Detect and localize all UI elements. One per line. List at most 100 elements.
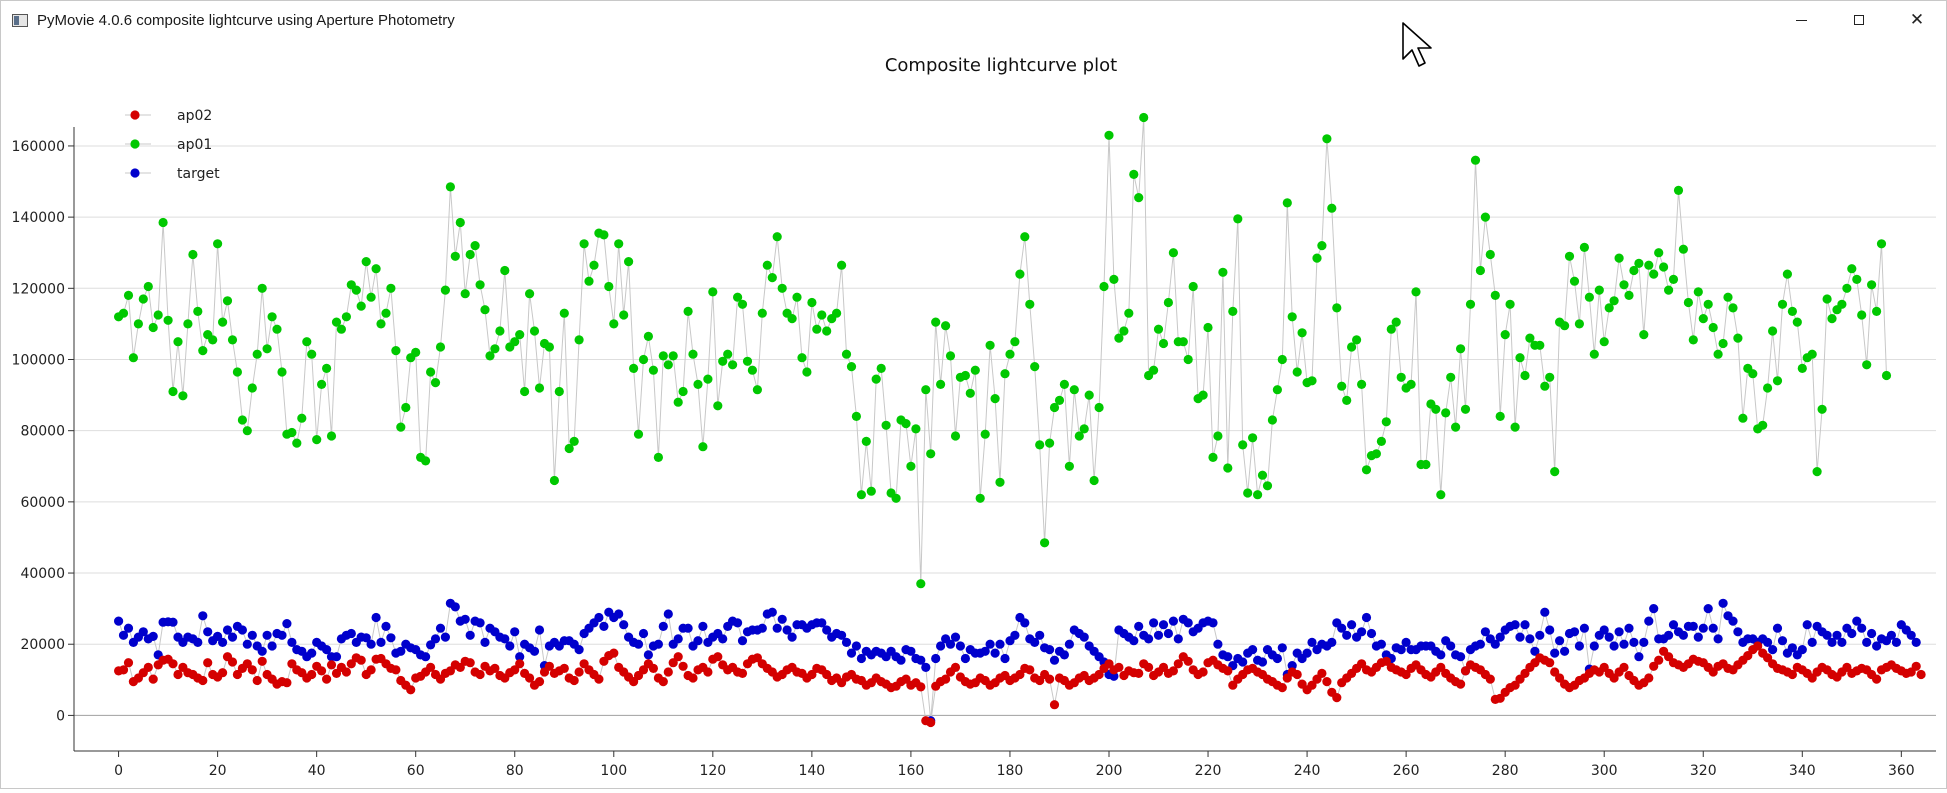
plot-area[interactable]: Composite lightcurve plot 0 20000 40000 600… xyxy=(1,39,1946,789)
data-point-ap01 xyxy=(1119,326,1129,336)
data-point-ap02 xyxy=(534,677,545,687)
data-point-ap02 xyxy=(1223,666,1233,676)
data-point-ap01 xyxy=(1317,241,1327,251)
data-point-ap01 xyxy=(1040,538,1050,548)
data-point-ap01 xyxy=(1579,242,1589,252)
data-point-ap02 xyxy=(1485,674,1495,684)
data-point-ap01 xyxy=(1822,294,1832,304)
data-point-target xyxy=(1545,625,1555,635)
connector-line xyxy=(118,117,1922,724)
data-point-ap01 xyxy=(1005,349,1015,359)
title-bar[interactable]: PyMovie 4.0.6 composite lightcurve using… xyxy=(1,1,1946,39)
data-point-target xyxy=(227,632,238,642)
data-point-ap01 xyxy=(871,374,881,384)
data-point-target xyxy=(1847,628,1857,639)
data-point-target xyxy=(1867,628,1877,639)
data-point-ap01 xyxy=(911,424,921,434)
data-point-ap01 xyxy=(460,289,470,299)
data-point-ap01 xyxy=(525,289,535,299)
data-point-ap01 xyxy=(1282,198,1292,208)
data-point-target xyxy=(1079,632,1089,642)
data-point-target xyxy=(193,637,203,648)
data-point-target xyxy=(1287,661,1297,671)
data-point-ap01 xyxy=(1629,265,1639,276)
data-point-ap01 xyxy=(1153,324,1164,334)
data-point-target xyxy=(1213,639,1223,649)
data-point-target xyxy=(594,612,604,623)
data-point-ap01 xyxy=(1654,248,1664,258)
data-point-ap01 xyxy=(693,379,703,389)
data-point-ap01 xyxy=(1277,354,1287,365)
data-point-ap01 xyxy=(490,344,500,354)
data-point-ap01 xyxy=(1599,337,1609,347)
data-point-ap01 xyxy=(213,239,223,249)
data-point-target xyxy=(376,637,386,648)
data-point-target xyxy=(529,646,540,656)
data-point-ap02 xyxy=(168,659,178,669)
data-point-ap01 xyxy=(1406,379,1416,389)
legend-label-ap02: ap02 xyxy=(177,108,212,124)
data-point-ap01 xyxy=(1678,244,1688,254)
close-button[interactable]: ✕ xyxy=(1888,1,1946,39)
data-point-ap02 xyxy=(1307,680,1317,690)
data-point-target xyxy=(1664,630,1674,640)
data-point-ap01 xyxy=(237,415,247,425)
data-point-target xyxy=(346,628,356,639)
data-point-ap01 xyxy=(752,385,763,395)
data-point-ap01 xyxy=(1010,337,1020,347)
data-point-target xyxy=(737,636,748,646)
x-tick-label: 280 xyxy=(1492,763,1519,779)
data-point-ap01 xyxy=(1272,385,1282,395)
data-point-ap01 xyxy=(713,401,723,411)
data-point-ap01 xyxy=(975,493,985,503)
data-point-ap01 xyxy=(317,379,327,389)
data-point-ap02 xyxy=(1025,665,1035,675)
data-point-target xyxy=(371,612,381,623)
data-point-ap01 xyxy=(1792,317,1802,327)
maximize-button[interactable] xyxy=(1830,1,1888,39)
data-point-ap01 xyxy=(198,346,208,356)
data-point-target xyxy=(1693,632,1703,642)
data-point-ap01 xyxy=(302,337,312,347)
data-point-ap02 xyxy=(218,668,228,678)
data-point-target xyxy=(1277,643,1287,653)
data-point-ap01 xyxy=(1862,360,1872,370)
data-point-ap01 xyxy=(1352,335,1362,345)
data-point-target xyxy=(1163,628,1173,639)
data-point-target xyxy=(430,634,441,644)
data-point-ap01 xyxy=(688,349,698,359)
data-point-ap02 xyxy=(475,669,485,680)
data-point-ap01 xyxy=(1074,431,1084,441)
data-point-ap01 xyxy=(341,312,351,322)
minimize-button[interactable] xyxy=(1772,1,1830,39)
data-point-ap01 xyxy=(326,431,337,441)
data-point-ap01 xyxy=(1089,475,1099,486)
data-point-target xyxy=(1574,641,1584,651)
lightcurve-chart[interactable]: Composite lightcurve plot 02000040000600… xyxy=(1,39,1946,789)
data-point-ap01 xyxy=(1698,314,1708,324)
data-point-target xyxy=(1629,637,1639,648)
data-point-ap01 xyxy=(945,351,956,361)
data-point-ap01 xyxy=(921,385,931,395)
data-point-ap01 xyxy=(475,280,485,290)
data-point-target xyxy=(287,637,297,648)
data-point-ap01 xyxy=(183,319,193,329)
data-point-ap01 xyxy=(421,456,431,466)
data-point-ap01 xyxy=(143,281,153,292)
data-point-target xyxy=(1832,630,1842,640)
data-point-ap01 xyxy=(1768,326,1778,336)
data-point-ap01 xyxy=(1777,299,1788,309)
data-point-ap01 xyxy=(1054,395,1065,405)
y-tick-label: 140000 xyxy=(12,210,65,226)
data-point-ap02 xyxy=(1045,674,1055,684)
data-point-target xyxy=(366,639,376,649)
data-point-ap01 xyxy=(495,326,505,336)
data-point-target xyxy=(242,639,252,649)
data-point-ap01 xyxy=(1713,349,1723,359)
data-point-ap01 xyxy=(520,386,530,397)
data-point-ap01 xyxy=(792,292,802,302)
data-point-ap02 xyxy=(148,674,158,684)
data-point-ap01 xyxy=(193,306,203,316)
data-point-ap01 xyxy=(361,257,371,267)
data-point-target xyxy=(450,602,460,612)
